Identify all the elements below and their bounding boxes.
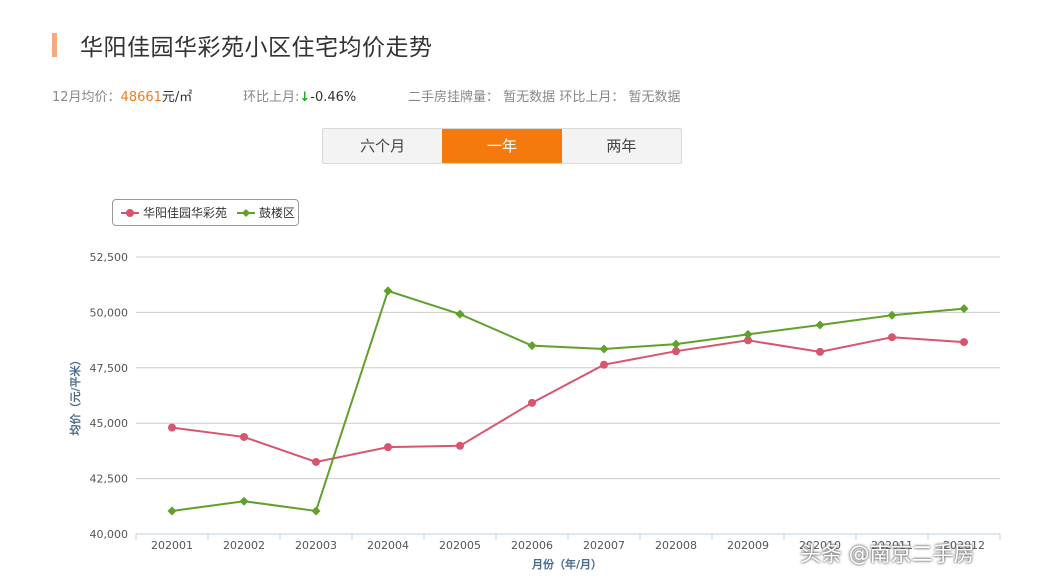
x-tick-label: 202012 bbox=[943, 539, 985, 552]
data-point-series2 bbox=[455, 309, 465, 319]
chart-legend: 华阳佳园华彩苑 鼓楼区 bbox=[112, 199, 299, 226]
legend-item-series1[interactable]: 华阳佳园华彩苑 bbox=[121, 204, 227, 221]
x-tick-label: 202005 bbox=[439, 539, 481, 552]
data-point-series1 bbox=[600, 360, 608, 369]
avg-price-unit: 元/㎡ bbox=[161, 90, 193, 105]
data-point-series1 bbox=[312, 457, 320, 466]
tab-six-months[interactable]: 六个月 bbox=[360, 137, 406, 155]
legend-label-series2: 鼓楼区 bbox=[259, 206, 296, 220]
listing-value: 暂无数据 bbox=[503, 90, 556, 105]
data-point-series1 bbox=[888, 333, 896, 342]
data-point-series2 bbox=[311, 506, 321, 516]
page-title: 华阳佳园华彩苑小区住宅均价走势 bbox=[80, 35, 433, 61]
period-tabs: 六个月 一年 两年 bbox=[322, 128, 682, 164]
data-point-series2 bbox=[239, 496, 249, 506]
data-point-series1 bbox=[456, 441, 464, 450]
y-tick-label: 42,500 bbox=[90, 473, 129, 486]
data-point-series1 bbox=[240, 432, 248, 441]
data-point-series2 bbox=[959, 304, 969, 314]
x-tick-label: 202010 bbox=[799, 539, 841, 552]
data-point-series2 bbox=[167, 506, 177, 516]
legend-circle-marker-icon bbox=[121, 208, 139, 217]
x-tick-label: 202006 bbox=[511, 539, 553, 552]
x-tick-label: 202002 bbox=[223, 539, 265, 552]
watermark-text: 头条 @南京二手房 bbox=[800, 542, 975, 566]
x-tick-label: 202008 bbox=[655, 539, 697, 552]
legend-diamond-marker-icon bbox=[237, 208, 256, 217]
tab-two-years[interactable]: 两年 bbox=[606, 137, 637, 155]
x-tick-label: 202011 bbox=[871, 539, 913, 552]
legend-label-series1: 华阳佳园华彩苑 bbox=[143, 206, 228, 220]
price-trend-chart: 40,000 42,500 45,000 47,500 50,000 52,500 2020… bbox=[68, 251, 1001, 571]
data-point-series2 bbox=[887, 310, 897, 320]
data-point-series2 bbox=[671, 339, 681, 349]
y-tick-label: 52,500 bbox=[90, 251, 129, 264]
x-tick-label: 202003 bbox=[295, 539, 337, 552]
listing-label: 二手房挂牌量： bbox=[408, 90, 500, 105]
x-axis-title: 月份（年/月） bbox=[531, 557, 602, 571]
y-axis-title: 均价（元/平米） bbox=[68, 354, 82, 435]
x-tick-label: 202007 bbox=[583, 539, 625, 552]
legend-item-series2[interactable]: 鼓楼区 bbox=[237, 204, 295, 221]
listing-mom-value: 暂无数据 bbox=[628, 90, 681, 105]
data-point-series1 bbox=[960, 338, 968, 347]
series-line-1 bbox=[171, 336, 965, 464]
y-tick-label: 40,000 bbox=[90, 528, 129, 541]
series-line-2 bbox=[171, 289, 965, 513]
tab-one-year[interactable]: 一年 bbox=[442, 129, 562, 163]
mom-label: 环比上月: bbox=[243, 90, 300, 105]
data-point-series1 bbox=[744, 336, 752, 345]
mom-value: -0.46% bbox=[310, 90, 357, 105]
x-tick-label: 202001 bbox=[151, 539, 193, 552]
data-point-series2 bbox=[527, 341, 537, 351]
data-point-series1 bbox=[384, 443, 392, 452]
data-point-series2 bbox=[383, 286, 393, 296]
x-tick-label: 202009 bbox=[727, 539, 769, 552]
listing-stat: 二手房挂牌量： 暂无数据 环比上月： 暂无数据 bbox=[408, 86, 680, 105]
data-point-series1 bbox=[168, 423, 176, 432]
down-arrow-icon: ↓ bbox=[299, 90, 311, 105]
avg-price-stat: 12月均价：48661元/㎡ bbox=[52, 86, 192, 105]
y-tick-label: 47,500 bbox=[90, 362, 129, 375]
data-point-series2 bbox=[599, 344, 609, 354]
title-accent-bar bbox=[52, 33, 57, 57]
data-point-series2 bbox=[743, 329, 753, 339]
avg-price-label: 12月均价： bbox=[52, 90, 121, 105]
y-tick-label: 50,000 bbox=[90, 306, 129, 319]
mom-stat: 环比上月:↓-0.46% bbox=[243, 86, 356, 105]
listing-mom-label: 环比上月： bbox=[559, 90, 625, 105]
data-point-series2 bbox=[815, 320, 825, 330]
data-point-series1 bbox=[672, 347, 680, 356]
x-tick-label: 202004 bbox=[367, 539, 409, 552]
data-point-series1 bbox=[816, 347, 824, 356]
avg-price-value: 48661 bbox=[120, 90, 162, 105]
data-point-series1 bbox=[528, 398, 536, 407]
y-tick-label: 45,000 bbox=[90, 417, 129, 430]
